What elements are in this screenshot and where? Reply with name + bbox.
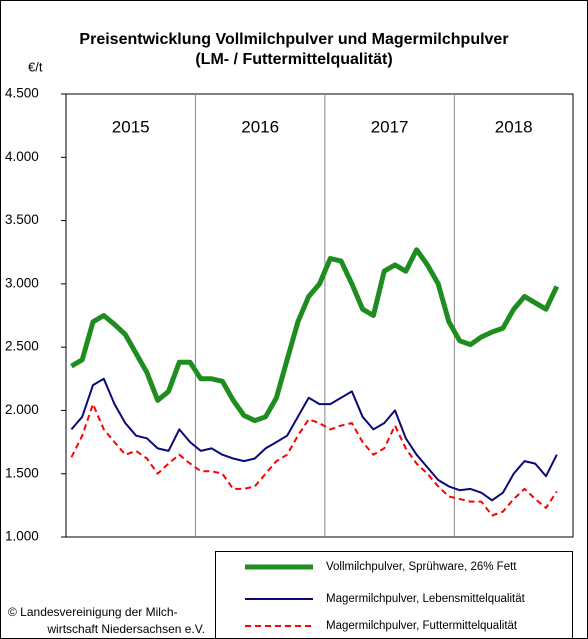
- y-tick-label: 3.000: [5, 275, 39, 290]
- legend-label: Magermilchpulver, Lebensmittelqualität: [326, 593, 526, 605]
- y-tick-label: 4.000: [5, 149, 39, 164]
- year-label: 2018: [495, 117, 533, 136]
- y-axis-label: €/t: [28, 59, 43, 74]
- chart-title: Preisentwicklung Vollmilchpulver und Mag…: [79, 31, 508, 48]
- y-tick-label: 1.500: [5, 465, 39, 480]
- series-line: [70, 377, 558, 502]
- y-tick-label: 1.000: [5, 529, 39, 544]
- y-tick-label: 2.000: [5, 402, 39, 417]
- year-label: 2015: [112, 117, 150, 136]
- legend-label: Magermilchpulver, Futtermittelqualität: [326, 620, 518, 632]
- y-tick-label: 2.500: [5, 339, 39, 354]
- source-line: © Landesvereinigung der Milch-: [8, 605, 178, 619]
- source-line: wirtschaft Niedersachsen e.V.: [46, 622, 205, 636]
- year-label: 2017: [371, 117, 409, 136]
- plot-area: [65, 93, 574, 538]
- series-line: [70, 247, 560, 424]
- year-label: 2016: [241, 117, 279, 136]
- series-line: [70, 403, 558, 517]
- y-tick-label: 3.500: [5, 212, 39, 227]
- y-tick-label: 4.500: [5, 86, 39, 101]
- chart-subtitle: (LM- / Futtermittelqualität): [195, 51, 392, 68]
- legend-label: Vollmilchpulver, Sprühware, 26% Fett: [326, 561, 517, 573]
